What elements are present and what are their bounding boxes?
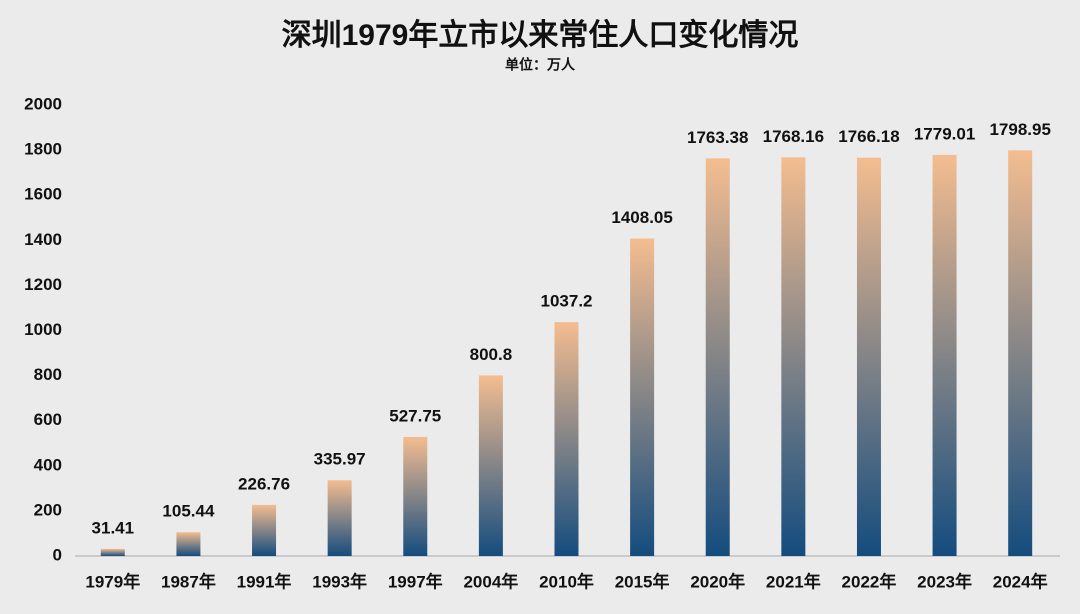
bar [705, 158, 730, 557]
value-label: 1763.38 [687, 128, 748, 147]
bar [100, 548, 125, 556]
y-tick-label: 1800 [24, 140, 62, 159]
value-label: 1408.05 [611, 208, 672, 227]
y-tick-label: 1600 [24, 185, 62, 204]
bar [856, 157, 881, 556]
y-tick-label: 1200 [24, 275, 62, 294]
bar [554, 322, 579, 556]
value-label: 1768.16 [763, 127, 824, 146]
x-tick-label: 2023年 [917, 571, 972, 591]
bar [1008, 150, 1033, 556]
y-tick-label: 800 [34, 365, 62, 384]
bar [252, 504, 277, 556]
x-tick-label: 2015年 [615, 571, 670, 591]
bar [478, 375, 503, 556]
x-tick-label: 1993年 [312, 571, 367, 591]
x-tick-label: 1991年 [237, 571, 292, 591]
x-tick-label: 1997年 [388, 571, 443, 591]
value-label: 1779.01 [914, 124, 975, 143]
value-label: 1037.2 [541, 292, 593, 311]
bar [403, 436, 428, 556]
y-tick-label: 400 [34, 455, 62, 474]
value-label: 226.76 [238, 474, 290, 493]
y-tick-label: 200 [34, 500, 62, 519]
x-tick-label: 2010年 [539, 571, 594, 591]
y-tick-label: 0 [53, 545, 62, 564]
value-label: 800.8 [470, 345, 513, 364]
y-tick-label: 2000 [24, 94, 62, 113]
chart-subtitle: 单位：万人 [505, 57, 576, 73]
x-tick-label: 1979年 [85, 571, 140, 591]
value-label: 335.97 [314, 450, 366, 469]
bar [176, 532, 201, 556]
bar [327, 480, 352, 556]
value-label: 1798.95 [989, 120, 1050, 139]
y-tick-label: 1000 [24, 320, 62, 339]
x-tick-label: 1987年 [161, 571, 216, 591]
value-label: 1766.18 [838, 127, 899, 146]
value-label: 527.75 [389, 406, 441, 425]
x-tick-label: 2004年 [463, 571, 518, 591]
x-tick-label: 2024年 [993, 571, 1048, 591]
y-tick-label: 600 [34, 410, 62, 429]
x-tick-label: 2021年 [766, 571, 821, 591]
bar [630, 238, 655, 556]
bar [932, 154, 957, 556]
x-tick-label: 2020年 [690, 571, 745, 591]
chart-title: 深圳1979年立市以来常住人口变化情况 [282, 18, 799, 52]
bar [781, 157, 806, 557]
value-label: 31.41 [92, 518, 135, 537]
y-tick-label: 1400 [24, 230, 62, 249]
value-label: 105.44 [162, 502, 215, 521]
x-tick-label: 2022年 [842, 571, 897, 591]
